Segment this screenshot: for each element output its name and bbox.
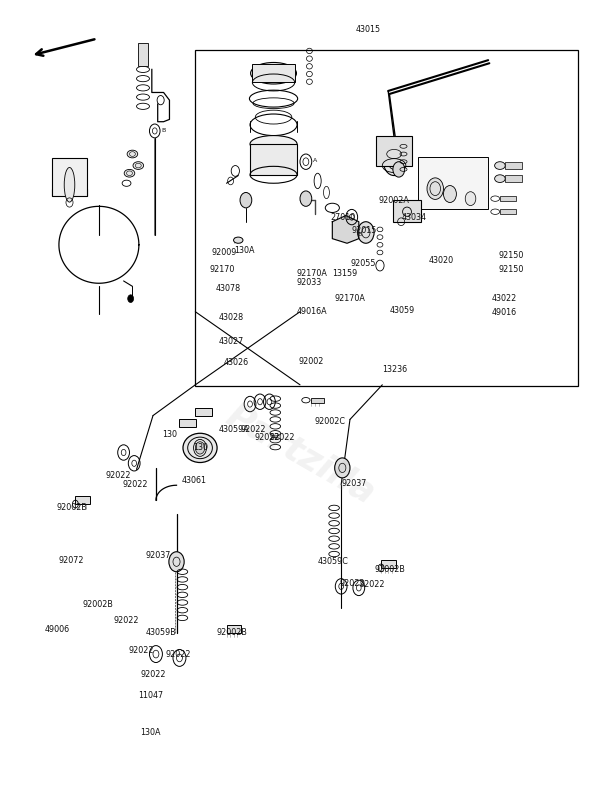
Text: 92033: 92033 (296, 278, 322, 287)
Bar (500, 196, 517, 201)
Ellipse shape (183, 433, 217, 462)
Bar (52, 158, 87, 196)
Circle shape (196, 442, 205, 454)
Ellipse shape (427, 178, 443, 199)
Text: 27010: 27010 (331, 213, 356, 221)
Ellipse shape (250, 136, 297, 152)
Bar (196, 50, 578, 386)
Bar (376, 137, 412, 166)
Text: 11047: 11047 (138, 691, 163, 700)
Text: B: B (161, 129, 166, 133)
Text: 92002B: 92002B (217, 628, 247, 637)
Ellipse shape (124, 170, 135, 177)
Text: 13159: 13159 (332, 268, 357, 278)
Bar (393, 200, 421, 221)
Circle shape (335, 458, 350, 478)
Ellipse shape (465, 192, 476, 206)
Bar (196, 408, 212, 415)
Text: 92009: 92009 (212, 248, 237, 257)
Text: 92170A: 92170A (334, 294, 365, 303)
Circle shape (240, 192, 252, 208)
Polygon shape (332, 216, 359, 243)
Text: 92022: 92022 (113, 615, 139, 625)
Circle shape (128, 295, 134, 302)
Text: 43028: 43028 (219, 312, 244, 322)
Text: 92022: 92022 (254, 433, 280, 442)
Text: 92037: 92037 (341, 479, 367, 487)
Text: Partzilla: Partzilla (220, 398, 380, 510)
Ellipse shape (494, 175, 505, 182)
Ellipse shape (494, 162, 505, 170)
Circle shape (358, 221, 374, 243)
Circle shape (393, 162, 404, 177)
Text: 43059: 43059 (389, 306, 415, 316)
Text: 92022: 92022 (140, 670, 166, 679)
Text: 92170A: 92170A (296, 268, 328, 278)
Text: 43026: 43026 (224, 358, 248, 367)
Circle shape (169, 552, 184, 571)
Text: 92170: 92170 (209, 265, 235, 274)
Text: 92072: 92072 (59, 556, 85, 564)
Ellipse shape (127, 150, 138, 158)
Text: 43015: 43015 (356, 25, 381, 34)
Text: 92055: 92055 (350, 259, 376, 268)
Text: 92015: 92015 (352, 226, 377, 236)
Text: 43059A: 43059A (219, 425, 250, 434)
Text: 130A: 130A (140, 728, 161, 737)
Bar (311, 398, 323, 403)
Text: 130: 130 (162, 430, 177, 440)
Text: 92002B: 92002B (56, 503, 88, 513)
Bar (179, 419, 196, 427)
Bar (227, 625, 241, 633)
Text: A: A (313, 158, 317, 162)
Text: 43059C: 43059C (317, 557, 349, 566)
Bar (139, 43, 148, 66)
Text: B: B (358, 232, 362, 236)
Ellipse shape (443, 185, 457, 203)
Text: 92022: 92022 (122, 480, 148, 489)
Text: 92002B: 92002B (82, 600, 113, 608)
Bar (253, 64, 295, 82)
Text: 49006: 49006 (44, 625, 70, 634)
Bar (76, 496, 90, 504)
Text: 92002B: 92002B (374, 565, 405, 574)
Text: 43078: 43078 (215, 284, 241, 293)
Text: 92150: 92150 (499, 251, 524, 260)
Text: 92002: 92002 (299, 357, 324, 367)
Text: 92037: 92037 (146, 551, 172, 560)
Text: 92022: 92022 (360, 580, 385, 590)
Text: 43061: 43061 (181, 476, 206, 485)
Text: 92022: 92022 (340, 579, 365, 588)
Ellipse shape (133, 162, 143, 170)
Text: 92002C: 92002C (314, 418, 345, 426)
Circle shape (383, 148, 404, 176)
Bar (250, 144, 297, 175)
Text: 92022: 92022 (128, 647, 154, 655)
Text: 92022: 92022 (166, 649, 191, 659)
Bar (418, 157, 488, 210)
Text: 92002A: 92002A (379, 195, 410, 205)
Bar (505, 175, 522, 182)
Ellipse shape (251, 63, 296, 84)
Ellipse shape (64, 167, 75, 202)
Text: 92022: 92022 (106, 471, 131, 480)
Text: 43034: 43034 (401, 213, 426, 221)
Text: 43059B: 43059B (146, 628, 176, 637)
Text: 43020: 43020 (428, 256, 454, 265)
Circle shape (300, 191, 312, 206)
Text: 49016: 49016 (491, 308, 517, 317)
Bar (381, 560, 396, 568)
Text: 92150: 92150 (499, 265, 524, 274)
Text: 130A: 130A (234, 246, 254, 254)
Text: 49016A: 49016A (296, 307, 327, 316)
Bar (500, 210, 517, 214)
Text: 130: 130 (193, 444, 208, 452)
Ellipse shape (233, 237, 243, 243)
Text: 43027: 43027 (219, 338, 244, 346)
Bar (505, 162, 522, 170)
Text: 92022: 92022 (240, 425, 266, 434)
Text: 92022: 92022 (269, 433, 295, 442)
Text: 43022: 43022 (491, 294, 517, 303)
Text: 13236: 13236 (382, 365, 407, 374)
